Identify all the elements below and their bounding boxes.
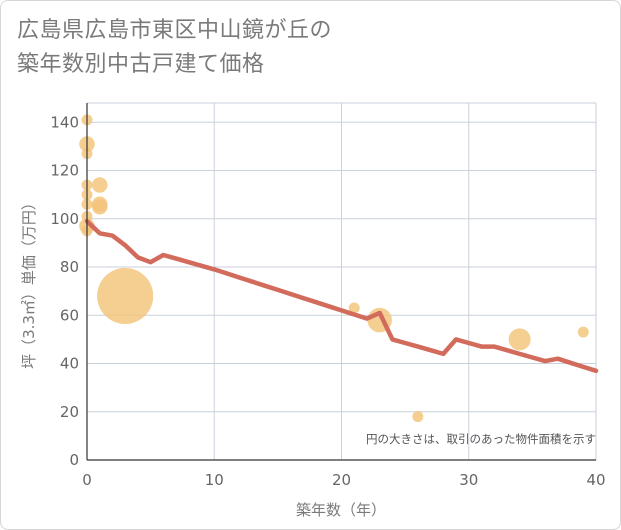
title-line-2: 築年数別中古戸建て価格 — [17, 52, 265, 77]
trend-line-series — [84, 218, 599, 374]
bubble-point — [577, 326, 589, 338]
x-tick-label: 30 — [459, 471, 478, 489]
x-tick-label: 40 — [586, 471, 605, 489]
trend-line — [84, 218, 599, 374]
y-tick-label: 40 — [60, 355, 79, 373]
bubble-point — [91, 177, 108, 193]
y-axis-label: 坪（3.3㎡）単価（万円） — [20, 195, 38, 369]
y-tick-label: 120 — [50, 162, 79, 180]
y-tick-label: 140 — [50, 113, 79, 131]
x-axis-label: 築年数（年） — [296, 501, 386, 519]
x-tick-label: 10 — [205, 471, 224, 489]
bubble-point — [97, 267, 154, 325]
bubble-size-note: 円の大きさは、取引のあった物件面積を示す — [366, 432, 596, 446]
x-tick-label: 20 — [332, 471, 351, 489]
y-tick-label: 60 — [60, 306, 79, 324]
title-line-1: 広島県広島市東区中山鏡が丘の — [17, 18, 333, 43]
bubble-point — [508, 328, 531, 351]
x-tick-label: 0 — [82, 471, 92, 489]
y-tick-label: 100 — [50, 210, 79, 228]
bubble-point — [91, 198, 108, 215]
grid-lines — [87, 102, 597, 460]
bubble-point — [412, 411, 424, 423]
y-tick-label: 80 — [60, 258, 79, 276]
y-tick-label: 0 — [69, 451, 79, 469]
chart-title: 広島県広島市東区中山鏡が丘の 築年数別中古戸建て価格 — [17, 14, 577, 82]
bubble-point — [348, 302, 360, 314]
y-tick-label: 20 — [60, 403, 79, 421]
axes: 0 10 20 30 40 0 20 40 60 80 100 120 140 — [50, 103, 606, 489]
